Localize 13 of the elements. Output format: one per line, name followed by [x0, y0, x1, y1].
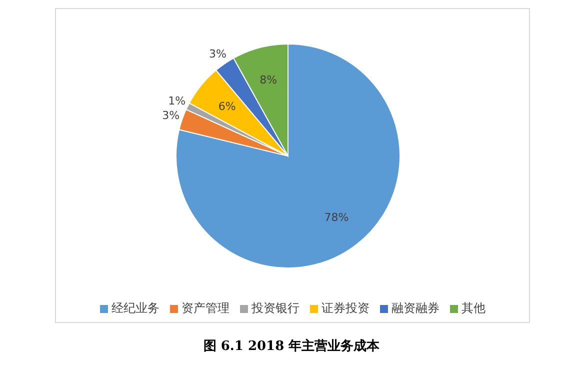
data-label: 1%: [168, 94, 186, 108]
legend-label: 其他: [460, 300, 486, 317]
data-label: 8%: [260, 74, 278, 87]
legend-label: 证券投资: [320, 300, 370, 317]
data-label: 3%: [208, 47, 226, 60]
data-label: 3%: [162, 108, 180, 122]
legend-label: 融资融券: [390, 300, 440, 317]
legend-label: 资产管理: [180, 300, 230, 317]
data-label: 6%: [218, 100, 236, 114]
data-label: 78%: [324, 211, 349, 224]
legend-label: 投资银行: [250, 300, 300, 317]
legend-label: 经纪业务: [110, 300, 160, 317]
text: 图 6.1 2018 年主营业务成本: [202, 338, 381, 355]
